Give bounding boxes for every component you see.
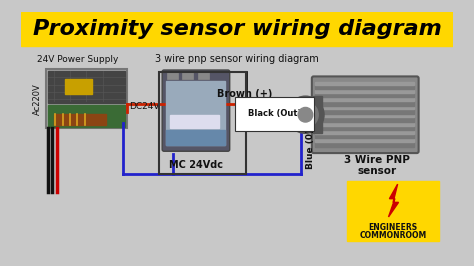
Bar [166,81,225,145]
Bar [313,97,322,133]
Text: DC24V: DC24V [129,102,160,111]
Bar [347,181,439,241]
Text: sensor: sensor [357,166,396,176]
Text: Proximity sensor wiring diagram: Proximity sensor wiring diagram [33,19,441,39]
Bar [316,106,414,109]
Bar [316,115,414,118]
Text: Ac220V: Ac220V [33,83,42,115]
FancyBboxPatch shape [162,70,230,151]
Bar [316,109,414,114]
Bar [64,79,92,94]
Bar [48,71,125,103]
Bar [316,93,414,97]
Bar [182,72,193,79]
Bar [159,72,246,174]
Text: Black (Out): Black (Out) [248,109,301,118]
FancyBboxPatch shape [46,69,127,128]
Text: COMMONROOM: COMMONROOM [359,231,427,240]
Text: 3 wire pnp sensor wiring diagram: 3 wire pnp sensor wiring diagram [155,54,319,64]
Bar [307,104,317,126]
Circle shape [292,102,318,127]
Text: 24V Power Supply: 24V Power Supply [36,56,118,64]
Bar [316,98,414,101]
Bar [170,115,219,128]
Bar [166,130,225,145]
Bar [316,139,414,142]
Bar [316,90,414,93]
Bar [21,12,453,46]
Bar [316,101,414,106]
Text: Brown (+): Brown (+) [217,89,272,99]
Bar [316,131,414,134]
Bar [316,134,414,139]
Text: MC 24Vdc: MC 24Vdc [169,160,223,170]
Text: ENGINEERS: ENGINEERS [368,223,418,232]
Bar [316,142,414,147]
Bar [48,105,125,127]
Text: Engineers: Engineers [166,90,222,100]
Bar [316,118,414,122]
FancyBboxPatch shape [312,76,419,153]
Text: 3 Wire PNP: 3 Wire PNP [344,155,410,165]
Text: CommonRoom: CommonRoom [153,101,235,111]
Circle shape [287,97,324,133]
Bar [198,72,209,79]
Bar [316,82,414,85]
Circle shape [298,107,313,122]
Bar [316,85,414,89]
Bar [316,123,414,126]
Bar [167,72,178,79]
Bar [21,46,453,254]
Polygon shape [389,184,399,217]
Text: Blue (0): Blue (0) [306,129,315,169]
Bar [316,126,414,130]
Bar [54,114,107,125]
